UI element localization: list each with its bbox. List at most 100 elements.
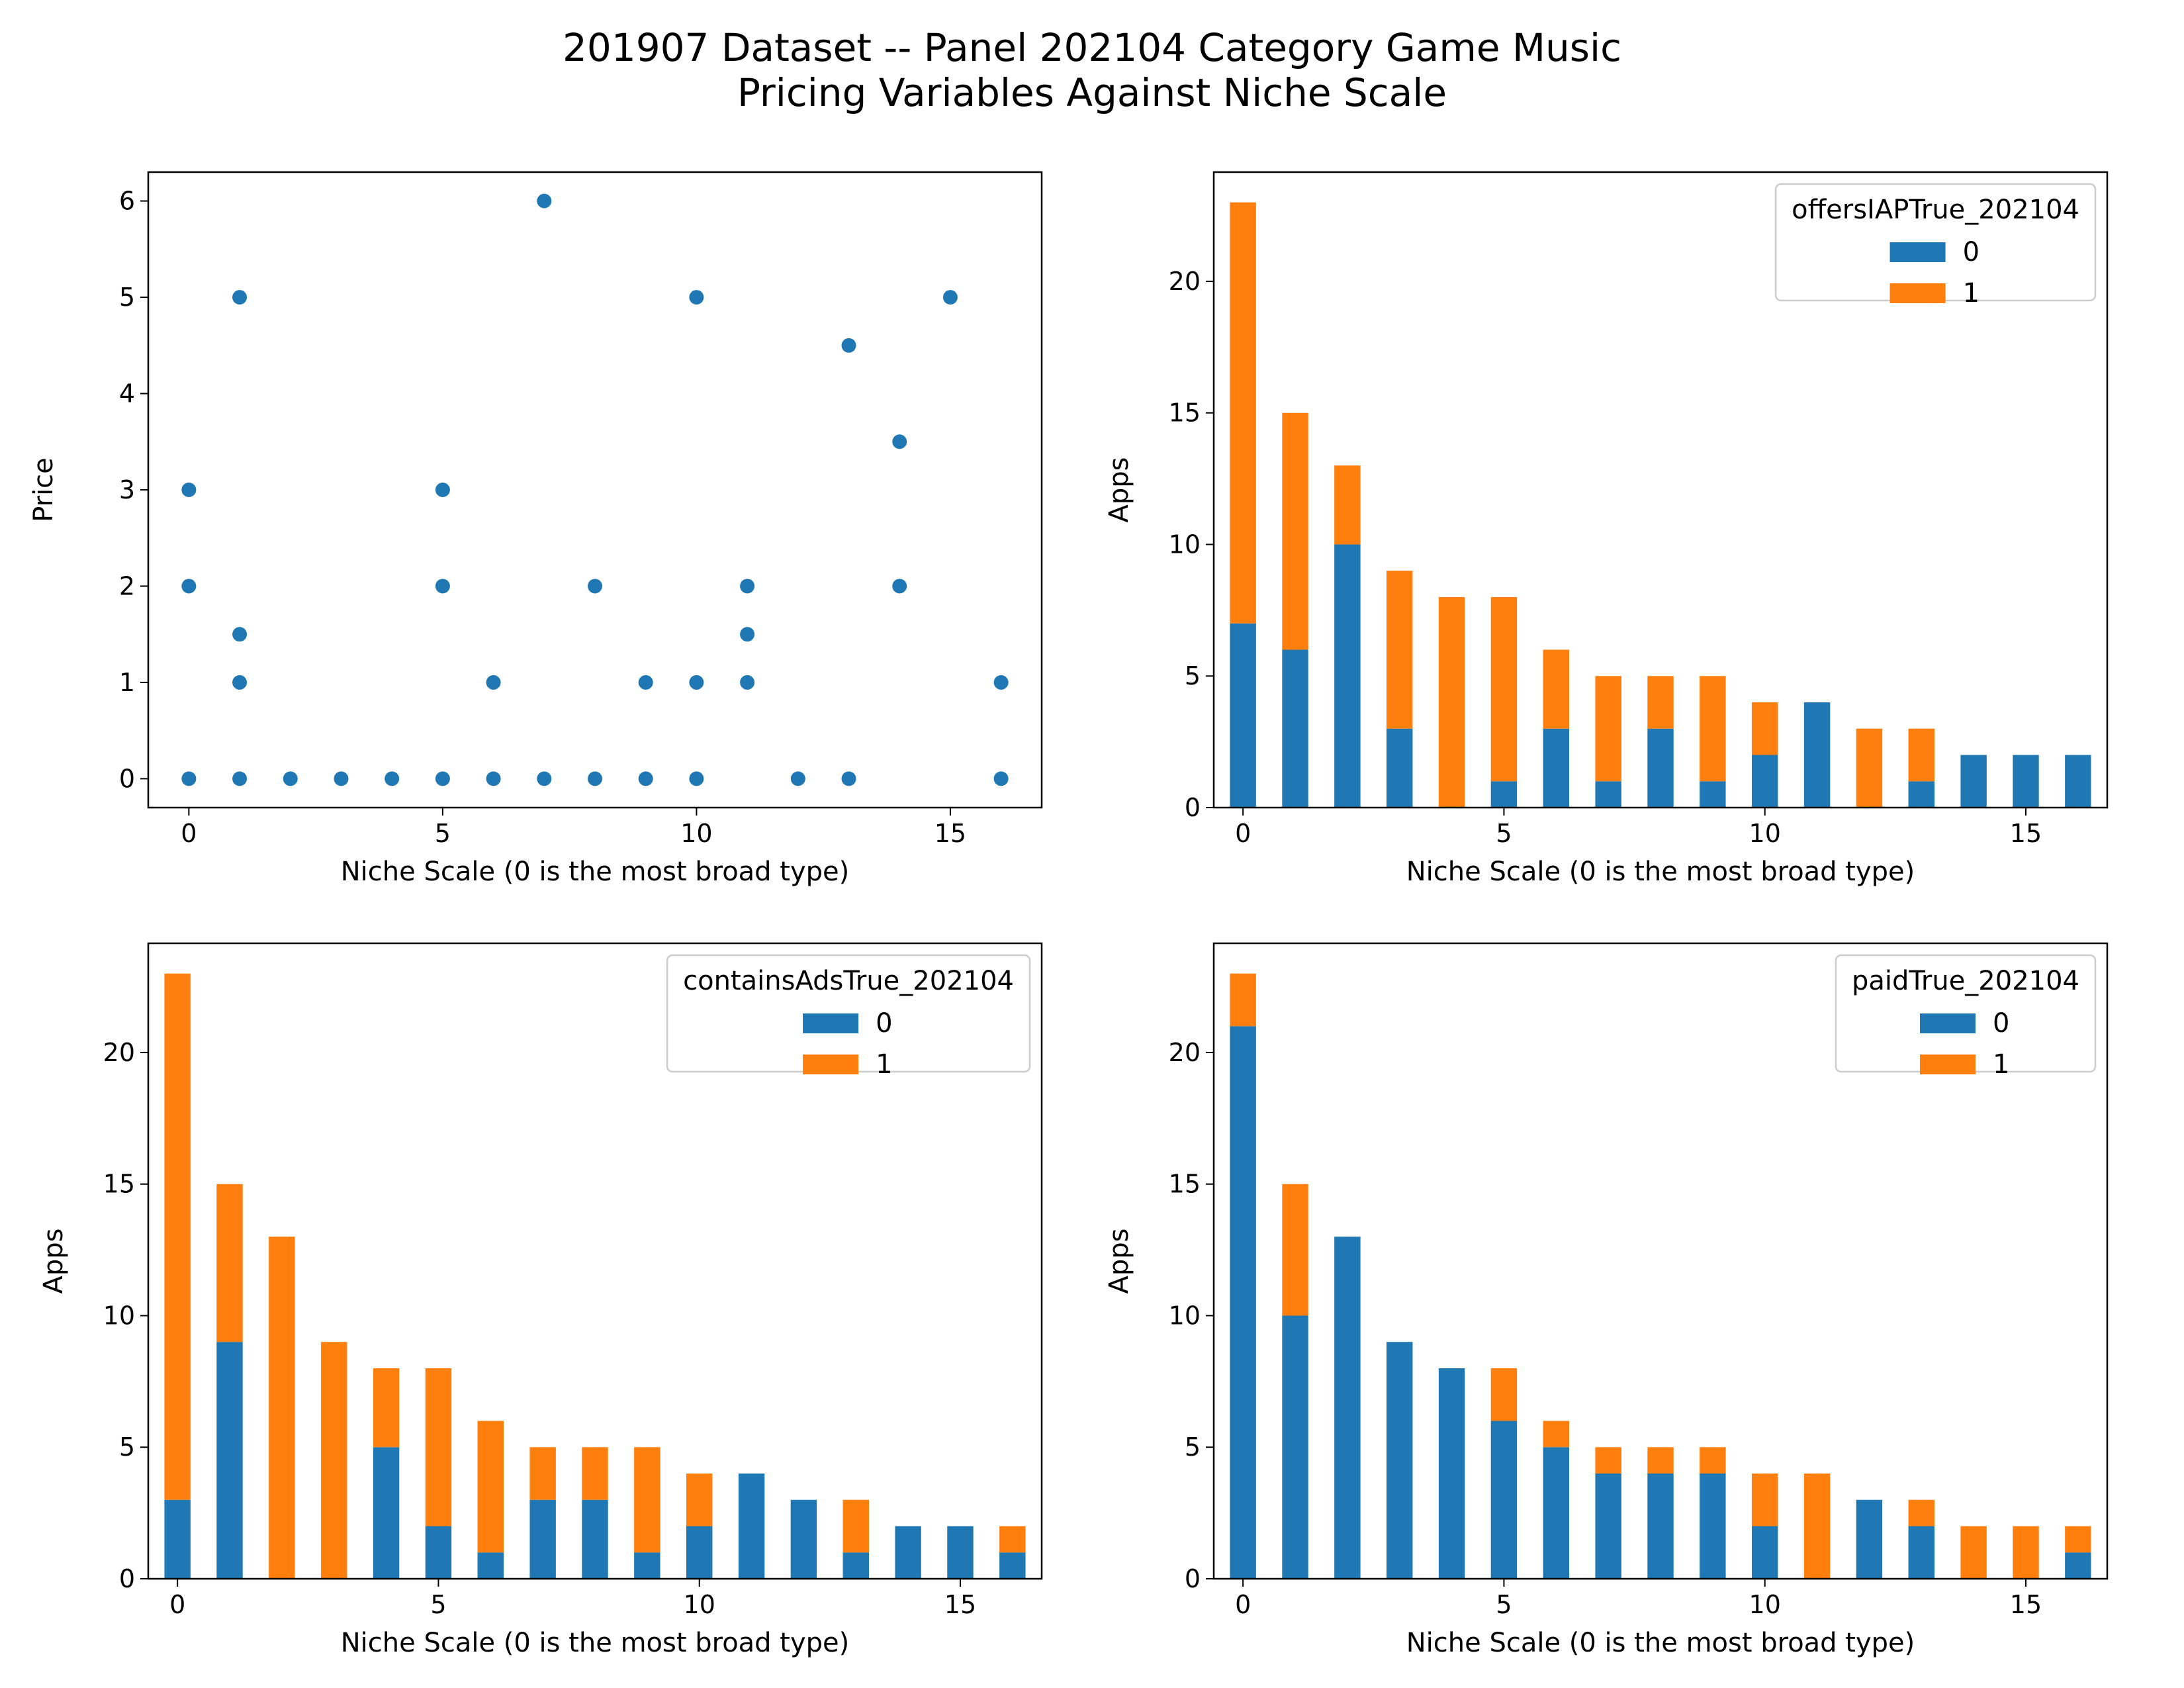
chart2-bar-s0-0 <box>164 1499 191 1579</box>
chart3-y-tick-label-2: 10 <box>1169 1301 1201 1330</box>
chart0-point-24 <box>740 675 755 690</box>
chart3-bar-s1-9 <box>1700 1447 1726 1474</box>
chart0-y-tick-label-4: 4 <box>119 379 135 408</box>
chart3-bar-s0-9 <box>1700 1473 1726 1579</box>
chart1-bar-s0-7 <box>1595 781 1621 808</box>
chart0-point-15 <box>537 771 552 786</box>
chart3-x-tick-label-1: 5 <box>1496 1590 1512 1619</box>
chart1-x-tick-label-1: 5 <box>1496 819 1512 848</box>
chart3-x-tick-label-0: 0 <box>1235 1590 1251 1619</box>
chart0-point-13 <box>486 771 501 786</box>
chart3-bar-s0-13 <box>1908 1526 1934 1579</box>
chart0-point-26 <box>740 579 755 594</box>
chart3-bar-s0-4 <box>1438 1368 1465 1579</box>
chart0-y-tick-label-3: 3 <box>119 475 135 504</box>
chart0-point-7 <box>283 771 298 786</box>
chart2-bar-s1-9 <box>634 1447 660 1553</box>
chart2-bar-s1-7 <box>529 1447 556 1500</box>
chart1-bar-s1-4 <box>1438 596 1465 808</box>
chart3-bar-s1-10 <box>1751 1473 1778 1526</box>
chart1-legend-label-1: 1 <box>1963 278 1979 308</box>
chart0-point-20 <box>638 675 653 690</box>
chart0-point-22 <box>689 675 704 690</box>
chart0-point-14 <box>486 675 501 690</box>
chart0-x-tick-label-3: 15 <box>934 819 966 848</box>
chart0-point-33 <box>993 771 1009 786</box>
chart0-point-31 <box>892 434 907 449</box>
chart1-bar-s1-2 <box>1334 465 1361 545</box>
chart0-x-axis-label: Niche Scale (0 is the most broad type) <box>341 857 850 887</box>
chart1-bar-s1-10 <box>1751 702 1778 755</box>
chart2-bar-s0-6 <box>477 1552 504 1579</box>
chart0-y-axis-label: Price <box>28 457 59 522</box>
chart2-bar-s0-14 <box>895 1526 921 1579</box>
chart3-bar-s1-14 <box>1960 1526 1987 1579</box>
chart0-y-tick-label-0: 0 <box>119 764 135 793</box>
chart2-bar-s0-11 <box>738 1473 765 1579</box>
chart3-x-tick-label-3: 15 <box>2010 1590 2042 1619</box>
chart0-point-19 <box>638 771 653 786</box>
chart1-bar-s1-0 <box>1230 202 1256 624</box>
chart1-bar-s0-0 <box>1230 623 1256 808</box>
chart1-legend-swatch-1 <box>1889 283 1946 303</box>
chart1-axes-frame <box>1212 171 2109 809</box>
chart2-bar-s1-10 <box>686 1473 713 1526</box>
chart0-x-tick-label-0: 0 <box>181 819 197 848</box>
chart2-bar-s0-1 <box>216 1342 243 1579</box>
chart1-bar-s0-2 <box>1334 544 1361 808</box>
chart2-bar-s0-12 <box>790 1499 817 1579</box>
chart3-axes-frame <box>1212 942 2109 1580</box>
chart3-bar-s1-5 <box>1490 1368 1518 1421</box>
chart0-point-4 <box>232 675 248 690</box>
chart2-bar-s1-6 <box>477 1421 504 1553</box>
chart1-bar-s1-12 <box>1856 728 1883 808</box>
chart1-bar-s0-5 <box>1490 781 1518 808</box>
chart1-bar-s0-11 <box>1803 702 1831 808</box>
chart1-y-tick-label-0: 0 <box>1185 793 1201 822</box>
chart3-y-tick-label-1: 5 <box>1185 1432 1201 1462</box>
chart1-bar-s1-13 <box>1908 728 1934 782</box>
chart3-bar-s0-8 <box>1647 1473 1674 1579</box>
chart3-bar-s0-10 <box>1751 1526 1778 1579</box>
chart1-legend-swatch-0 <box>1889 242 1946 262</box>
chart3-y-tick-label-3: 15 <box>1169 1170 1201 1199</box>
chart1-bar-s0-6 <box>1543 728 1570 808</box>
chart3-y-axis-label: Apps <box>1104 1229 1134 1294</box>
chart2-bar-s0-15 <box>947 1526 974 1579</box>
chart1-bar-s1-8 <box>1647 676 1674 729</box>
chart2-bar-s0-5 <box>425 1526 452 1579</box>
chart3-legend-label-1: 1 <box>1993 1049 2009 1080</box>
chart0-y-tick-label-6: 6 <box>119 187 135 216</box>
chart1-bar-s1-1 <box>1282 412 1308 650</box>
chart0-point-9 <box>385 771 400 786</box>
chart3-bar-s1-1 <box>1282 1184 1308 1316</box>
chart0-point-1 <box>181 579 197 594</box>
chart3-legend-label-0: 0 <box>1993 1008 2009 1039</box>
chart3-y-tick-label-0: 0 <box>1185 1564 1201 1593</box>
chart2-bar-s1-2 <box>269 1237 295 1579</box>
chart0-point-6 <box>232 290 248 305</box>
chart0-point-32 <box>942 290 958 305</box>
chart3-bar-s1-13 <box>1908 1499 1934 1526</box>
chart2-bar-s0-9 <box>634 1552 660 1579</box>
chart0-x-tick-label-1: 5 <box>435 819 451 848</box>
chart2-x-tick-label-2: 10 <box>684 1590 715 1619</box>
chart1-y-tick-label-3: 15 <box>1169 399 1201 428</box>
chart2-legend-swatch-1 <box>803 1055 859 1074</box>
chart3-bar-s1-8 <box>1647 1447 1674 1474</box>
chart1-legend-label-0: 0 <box>1963 237 1979 267</box>
chart0-point-16 <box>537 193 552 209</box>
chart0-point-11 <box>435 579 450 594</box>
chart1-x-tick-label-2: 10 <box>1749 819 1781 848</box>
chart0-point-28 <box>841 771 856 786</box>
chart0-point-10 <box>435 771 450 786</box>
chart0-point-12 <box>435 483 450 497</box>
chart0-point-27 <box>790 771 805 786</box>
chart3-bar-s1-15 <box>2013 1526 2039 1579</box>
chart2-bar-s0-16 <box>999 1552 1026 1579</box>
chart1-x-axis-label: Niche Scale (0 is the most broad type) <box>1406 857 1915 887</box>
chart3-x-tick-label-2: 10 <box>1749 1590 1781 1619</box>
